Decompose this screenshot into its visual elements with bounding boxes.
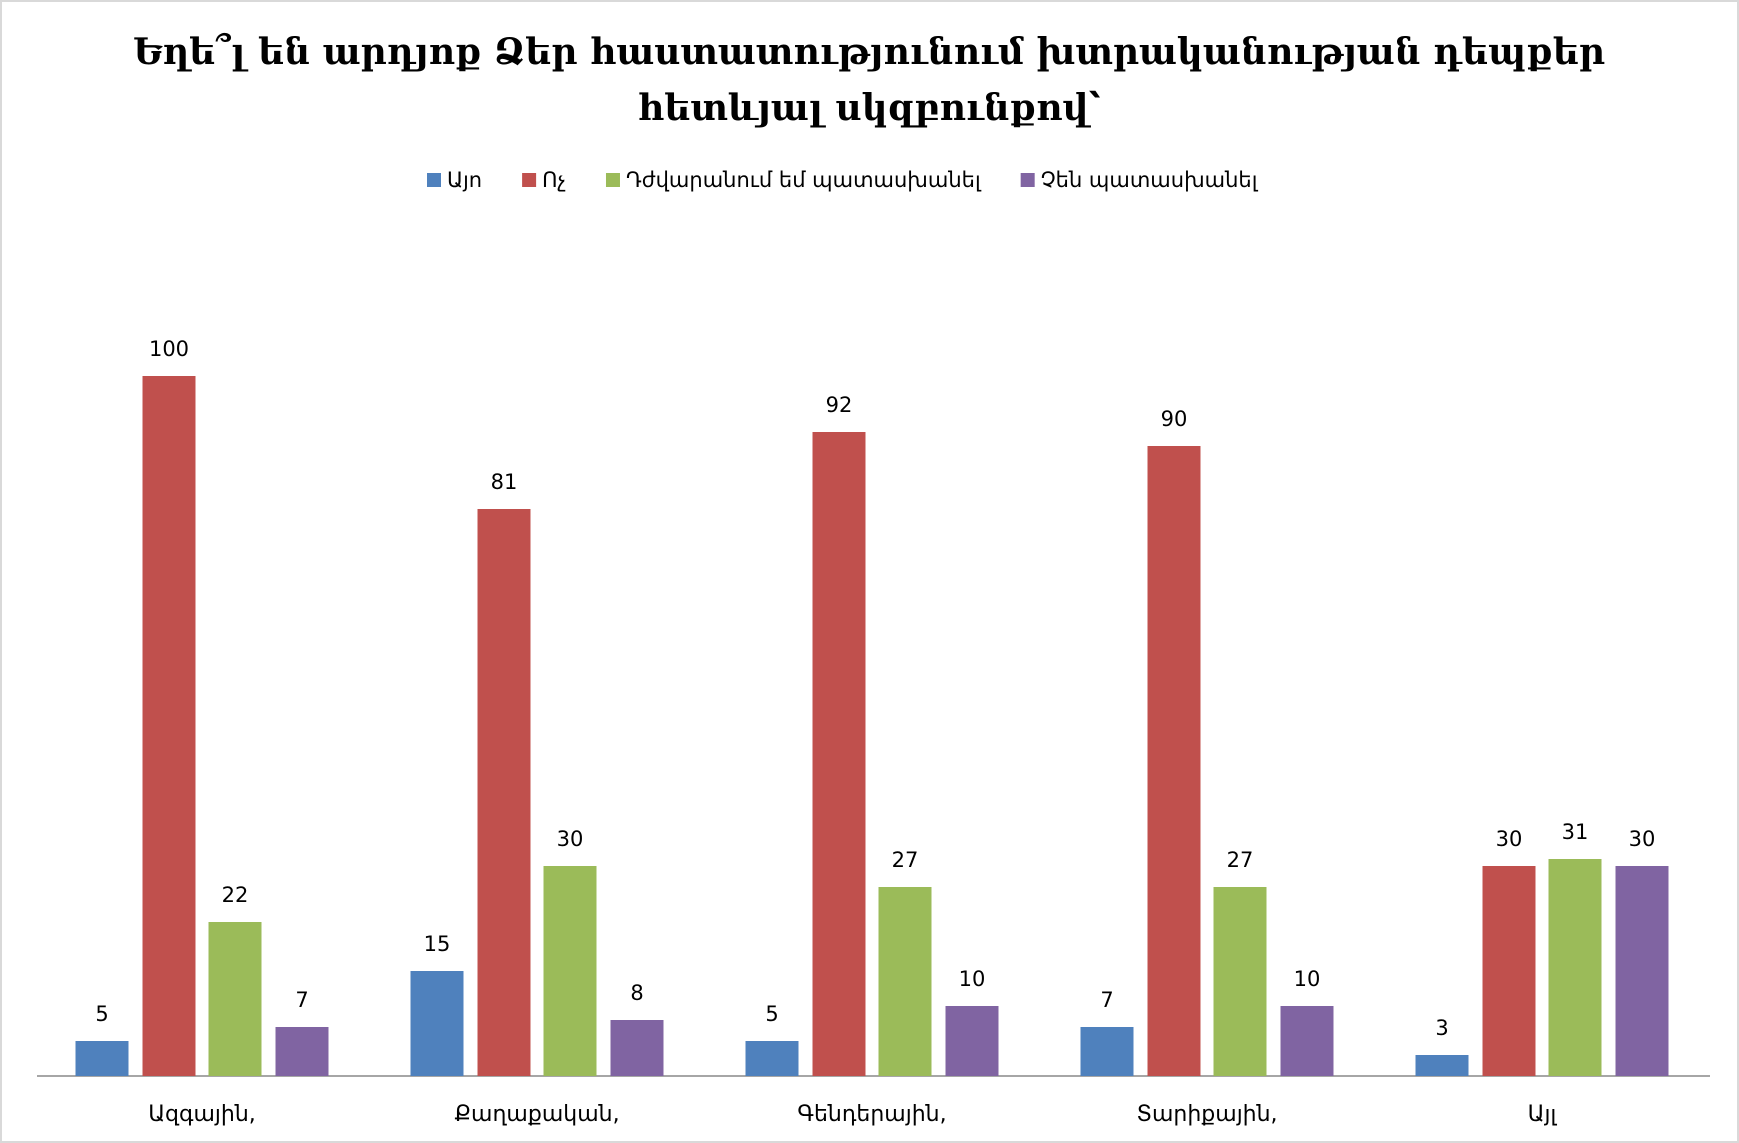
bar: [610, 1020, 664, 1076]
chart-title: հետևյալ սկզբունքով՝: [638, 87, 1101, 129]
bar: [410, 971, 464, 1076]
data-label: 8: [630, 981, 643, 1005]
legend-label: Չեն պատասխանել: [1041, 168, 1259, 192]
legend-swatch: [605, 173, 620, 187]
bar: [275, 1027, 329, 1076]
bar: [1080, 1027, 1134, 1076]
legend-swatch: [522, 173, 537, 187]
data-label: 15: [424, 932, 451, 956]
data-label: 81: [491, 470, 518, 494]
data-label: 92: [826, 393, 853, 417]
data-label: 7: [295, 988, 308, 1012]
data-label: 10: [1294, 967, 1321, 991]
bar: [477, 509, 531, 1076]
bar: [1415, 1055, 1469, 1076]
legend-label: Ոչ: [542, 168, 566, 192]
data-label: 31: [1562, 820, 1589, 844]
bar: [1482, 866, 1536, 1076]
data-label: 30: [1496, 827, 1523, 851]
bar: [812, 432, 866, 1076]
x-tick-label: Քաղաքական,: [454, 1102, 619, 1127]
bar: [878, 887, 932, 1076]
bar: [208, 922, 262, 1076]
legend-label: Դժվարանում եմ պատասխանել: [626, 168, 982, 192]
data-label: 7: [1100, 988, 1113, 1012]
x-tick-label: Գենդերային,: [797, 1102, 946, 1127]
data-label: 27: [1227, 848, 1254, 872]
legend-swatch: [1020, 173, 1035, 187]
data-label: 90: [1161, 407, 1188, 431]
bar: [543, 866, 597, 1076]
legend-swatch: [427, 173, 441, 187]
data-label: 30: [557, 827, 584, 851]
bar: [1213, 887, 1267, 1076]
bar: [1280, 1006, 1334, 1076]
x-tick-label: Ազգային,: [148, 1102, 256, 1127]
x-tick-label: Տարիքային,: [1136, 1102, 1277, 1127]
data-label: 3: [1435, 1016, 1448, 1040]
bar: [75, 1041, 129, 1076]
legend-label: Այո: [447, 168, 482, 192]
bar: [142, 376, 196, 1076]
data-label: 5: [765, 1002, 778, 1026]
bar: [745, 1041, 799, 1076]
data-label: 30: [1629, 827, 1656, 851]
data-label: 22: [222, 883, 249, 907]
bar: [1615, 866, 1669, 1076]
bar: [945, 1006, 999, 1076]
data-label: 27: [892, 848, 919, 872]
chart-title: Եղե՞լ են արդյոք Ձեր հաստատությունում խտր…: [133, 31, 1605, 73]
data-label: 5: [95, 1002, 108, 1026]
bar: [1548, 859, 1602, 1076]
data-label: 100: [149, 337, 189, 361]
bar: [1147, 446, 1201, 1076]
data-label: 10: [959, 967, 986, 991]
x-tick-label: Այլ: [1528, 1102, 1558, 1127]
